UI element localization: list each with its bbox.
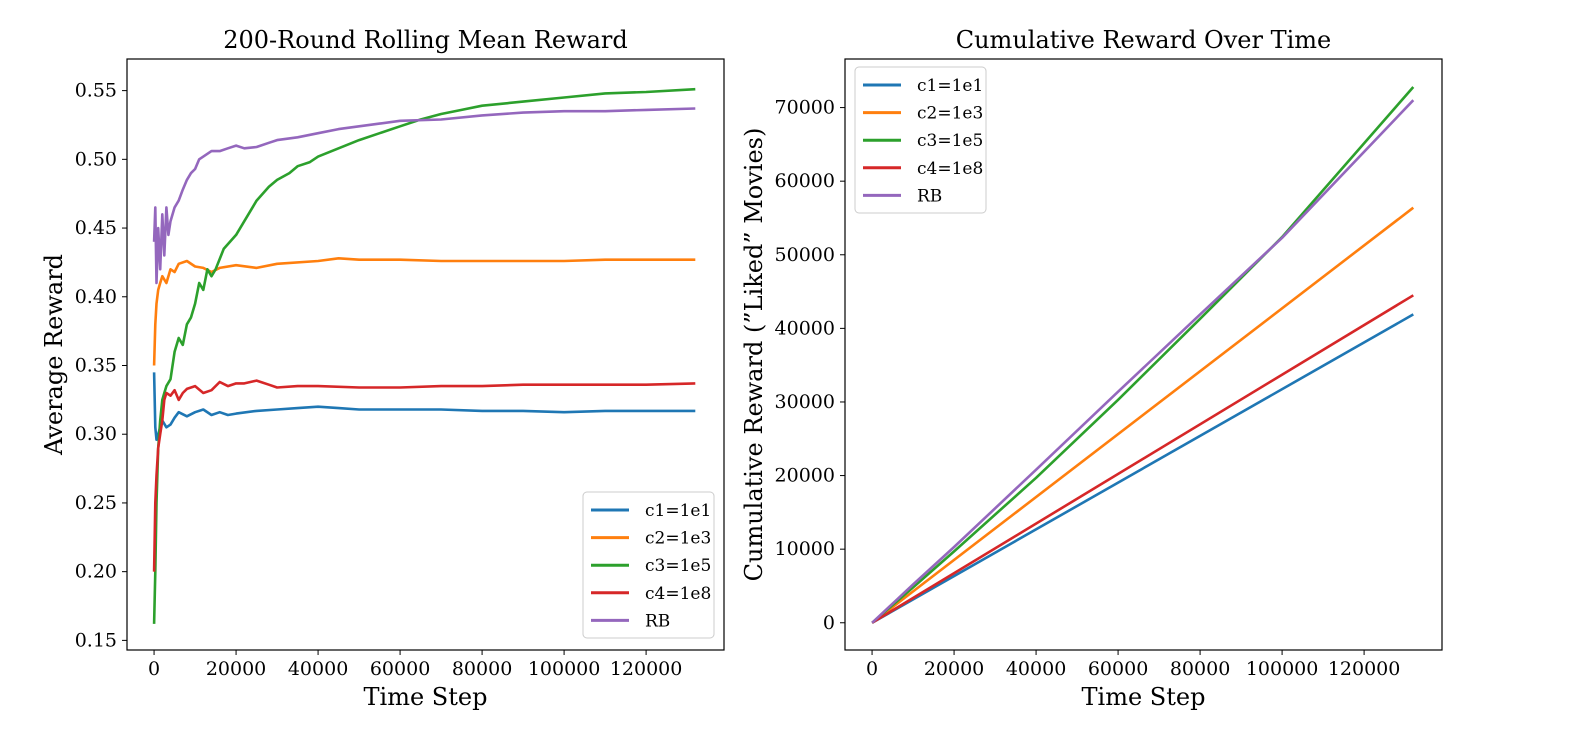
- legend-label: RB: [645, 611, 670, 631]
- legend-label: c2=1e3: [917, 104, 983, 124]
- x-tick-label: 80000: [452, 658, 512, 680]
- y-tick-label: 0.50: [75, 148, 117, 170]
- series-line-RB: [152, 107, 696, 285]
- legend-label: c4=1e8: [645, 584, 711, 604]
- legend-label: c4=1e8: [917, 159, 983, 179]
- x-tick-label: 0: [148, 658, 160, 680]
- y-axis-label: Cumulative Reward (”Liked” Movies): [740, 128, 768, 582]
- y-axis-label: Average Reward: [40, 254, 68, 456]
- y-tick-label: 0.30: [75, 423, 117, 445]
- cumulative-reward-chart: 0 20000 40000 60000 80000 100000 120000 0 10000 2…: [740, 26, 1443, 711]
- x-tick-label: 40000: [288, 658, 348, 680]
- legend-label: RB: [917, 186, 942, 206]
- legend: c1=1e1 c2=1e3 c3=1e5 c4=1e8 RB: [582, 491, 715, 639]
- x-tick-label: 0: [866, 658, 878, 680]
- y-tick-label: 40000: [775, 317, 835, 339]
- series-line-c3=1e5: [152, 87, 696, 624]
- plot-frame: [126, 58, 725, 651]
- series-line-RB: [871, 99, 1415, 624]
- x-tick-label: 60000: [1088, 658, 1148, 680]
- x-tick-label: 80000: [1170, 658, 1230, 680]
- legend: c1=1e1 c2=1e3 c3=1e5 c4=1e8 RB: [854, 66, 987, 214]
- y-tick-label: 0.20: [75, 561, 117, 583]
- legend-box: [854, 66, 987, 214]
- x-tick-label: 60000: [370, 658, 430, 680]
- y-tick-label: 0.55: [75, 80, 117, 102]
- legend-label: c1=1e1: [645, 501, 711, 521]
- y-tick-label: 50000: [775, 244, 835, 266]
- series-line-c4=1e8: [871, 294, 1414, 624]
- y-tick-label: 0.40: [75, 286, 117, 308]
- x-axis-label: Time Step: [364, 683, 488, 711]
- y-tick-label: 0.45: [75, 217, 117, 239]
- series-line-c4=1e8: [152, 379, 696, 572]
- y-tick-label: 0: [823, 612, 835, 634]
- series-line-c2=1e3: [871, 206, 1415, 624]
- x-tick-label: 120000: [1328, 658, 1401, 680]
- x-tick-label: 20000: [206, 658, 266, 680]
- x-tick-label: 120000: [610, 658, 683, 680]
- legend-box: [582, 491, 715, 639]
- y-tick-label: 0.35: [75, 354, 117, 376]
- legend-label: c3=1e5: [645, 556, 711, 576]
- y-tick-label: 70000: [775, 97, 835, 119]
- y-tick-label: 60000: [775, 170, 835, 192]
- legend-label: c3=1e5: [917, 131, 983, 151]
- legend-label: c2=1e3: [645, 529, 711, 549]
- chart-title: 200-Round Rolling Mean Reward: [223, 26, 627, 54]
- x-axis-label: Time Step: [1082, 683, 1206, 711]
- y-tick-label: 0.25: [75, 492, 117, 514]
- y-tick-label: 30000: [775, 391, 835, 413]
- y-tick-label: 0.15: [75, 629, 117, 651]
- x-tick-label: 40000: [1006, 658, 1066, 680]
- plot-frame: [844, 58, 1443, 651]
- y-tick-label: 10000: [775, 538, 835, 560]
- rolling-mean-chart: 0 20000 40000 60000 80000 100000 120000 0.15 0.2…: [40, 26, 725, 711]
- y-tick-label: 20000: [775, 465, 835, 487]
- chart-title: Cumulative Reward Over Time: [956, 26, 1332, 54]
- series-line-c1=1e1: [871, 313, 1414, 624]
- legend-label: c1=1e1: [917, 76, 983, 96]
- x-tick-label: 100000: [1246, 658, 1319, 680]
- x-tick-label: 20000: [924, 658, 984, 680]
- x-tick-label: 100000: [528, 658, 601, 680]
- series-line-c2=1e3: [152, 257, 696, 366]
